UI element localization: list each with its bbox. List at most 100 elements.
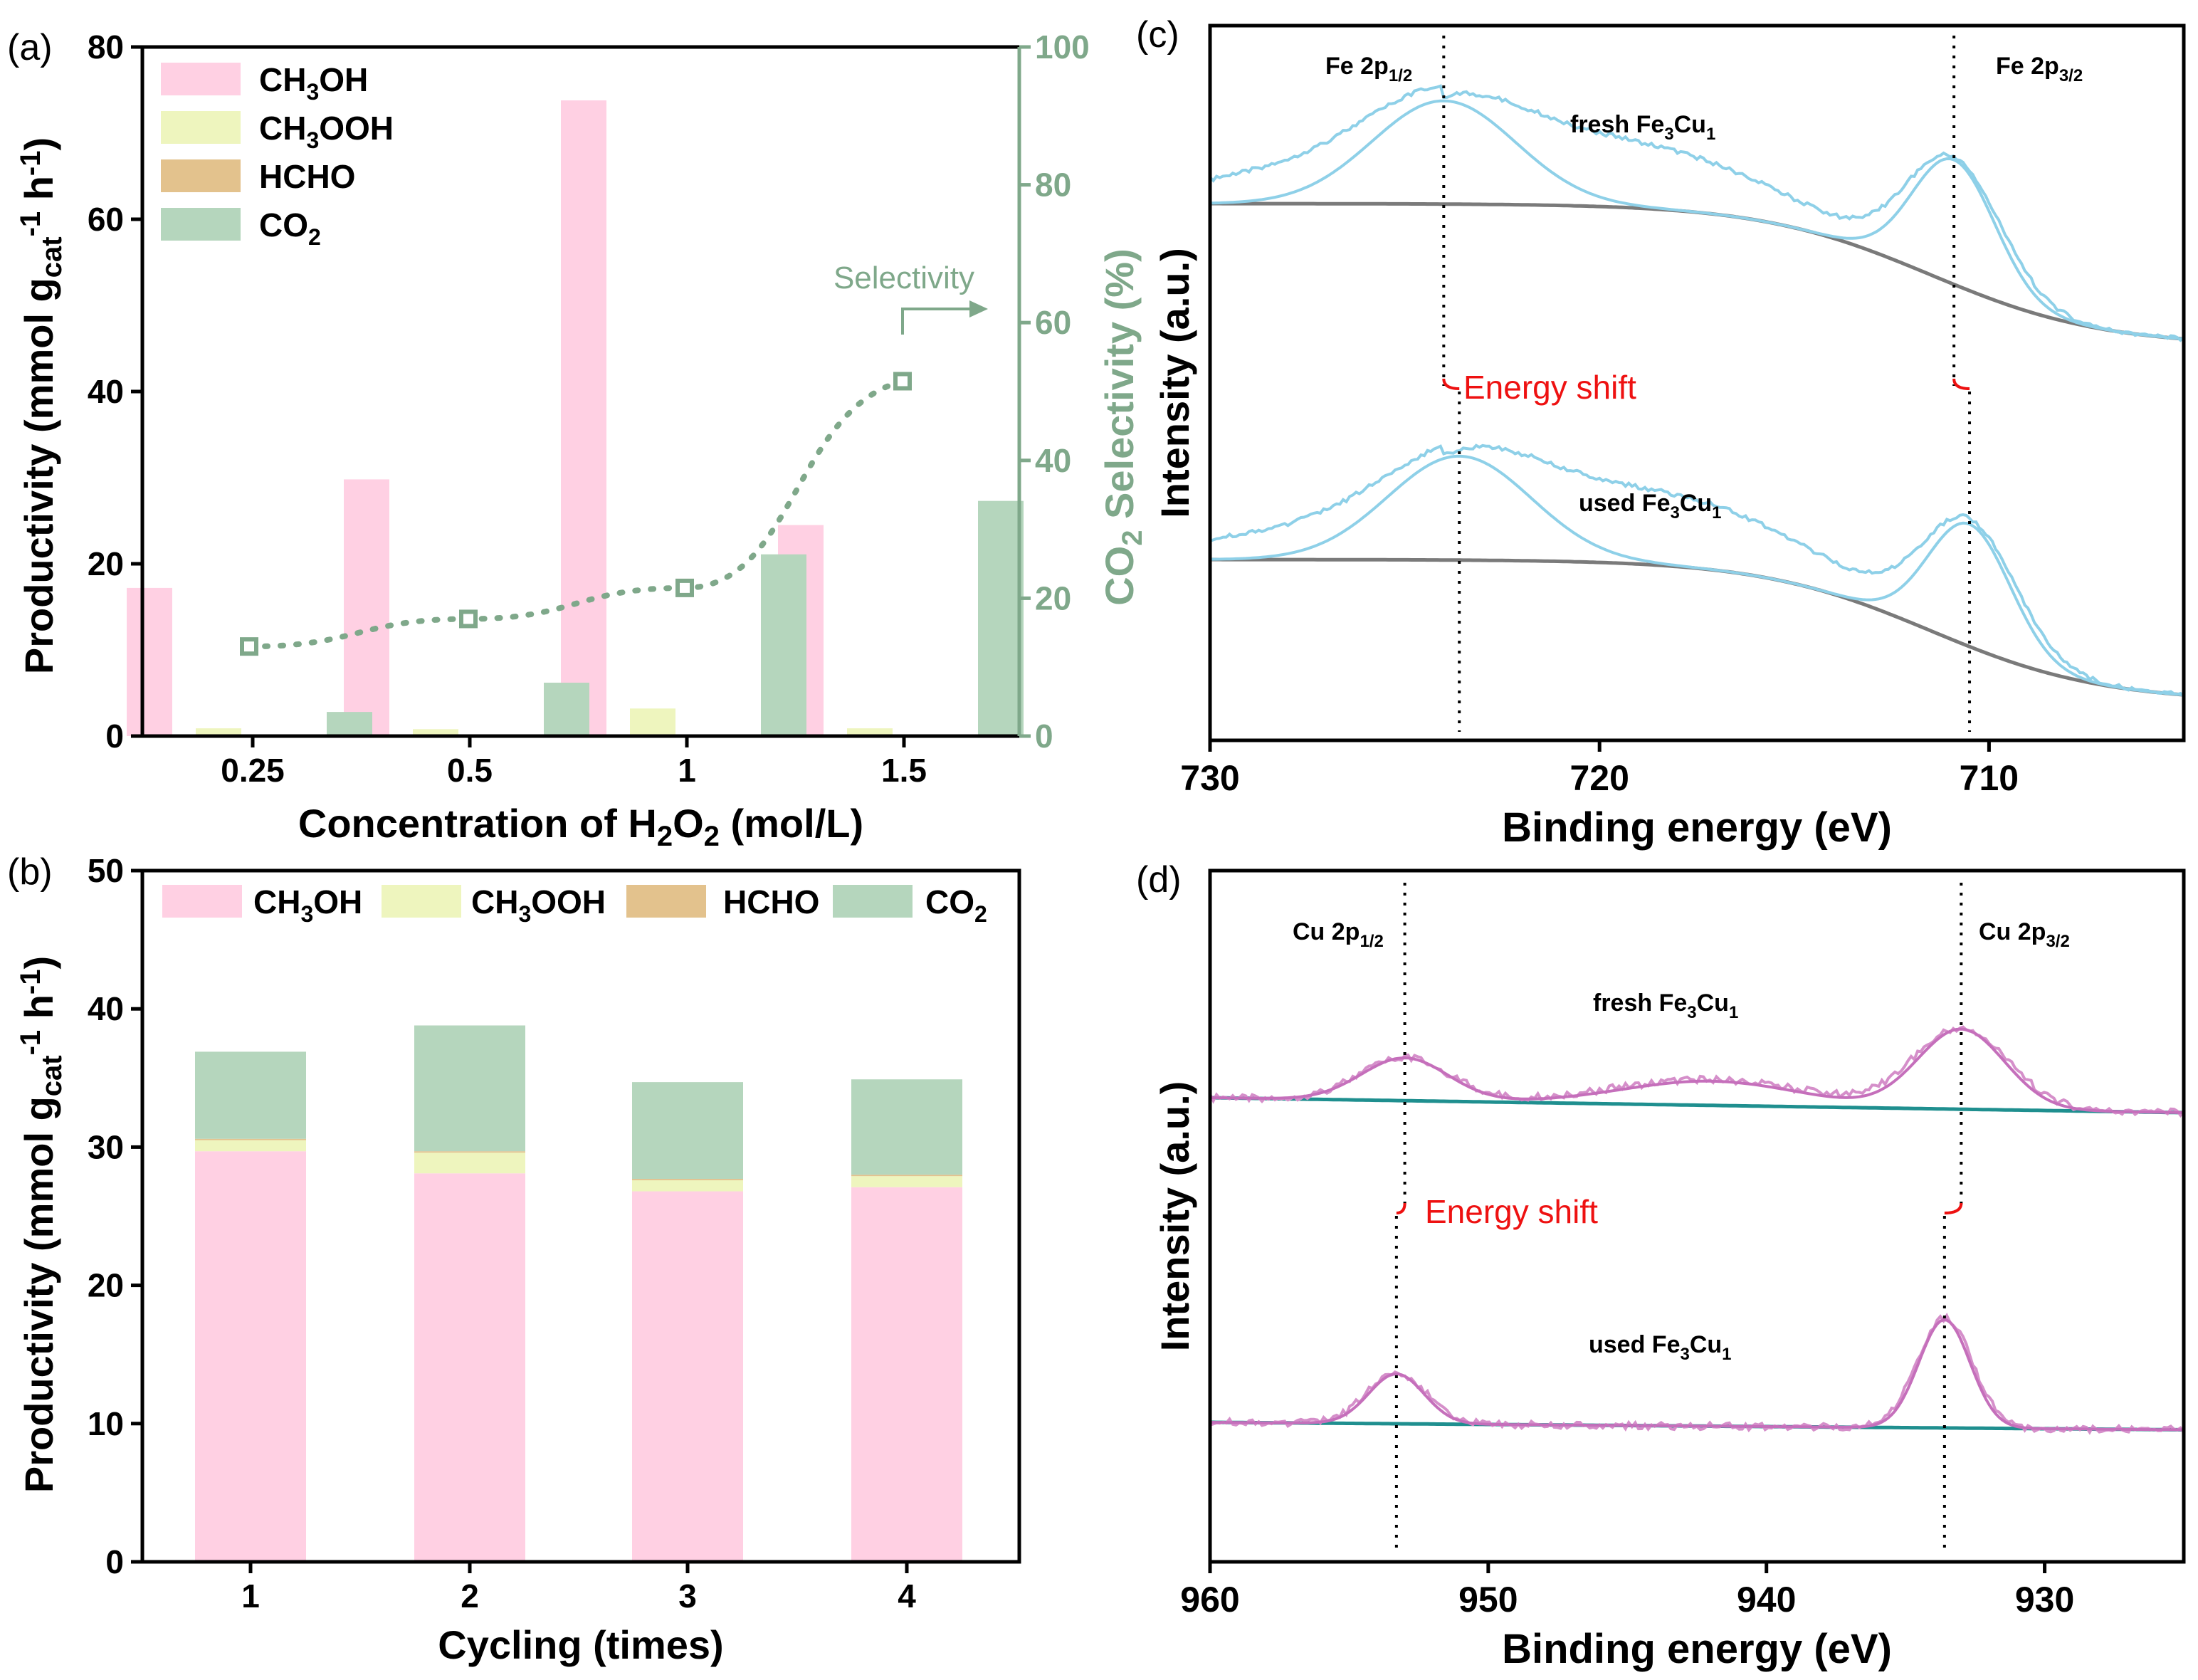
x-tick-label: 1	[678, 752, 696, 789]
legend-label-co2: CO2	[259, 206, 321, 250]
legend-swatch-hcho	[626, 885, 706, 918]
selectivity-arrowhead	[969, 300, 988, 317]
peak-label-0: Fe 2p1/2	[1325, 53, 1412, 85]
text-part: Fe 2p	[1325, 53, 1389, 80]
text-part: 1	[1722, 1345, 1731, 1364]
fit-spectrum-used	[1210, 1318, 2184, 1432]
bar-hcho-3	[851, 1175, 962, 1177]
x-tick-label: 3	[678, 1577, 697, 1615]
bar-ch3ooh-3	[851, 1176, 962, 1187]
fit-spectrum-fresh	[1209, 1027, 2184, 1114]
bar-co2-0	[327, 712, 372, 736]
legend-label-co2: CO2	[925, 883, 987, 927]
fit-spectrum-used	[1209, 454, 2184, 697]
legend-text: CH	[259, 110, 306, 147]
text-part: Selectivity (%)	[1097, 248, 1142, 530]
y2-tick-label: 60	[1035, 304, 1071, 341]
selectivity-label: Selectivity	[834, 261, 974, 295]
bar-hcho-2	[632, 1179, 743, 1181]
x-tick-label: 1	[241, 1577, 260, 1615]
legend-sub: 3	[518, 901, 531, 927]
selectivity-point-3	[893, 372, 912, 391]
y2-tick-label: 80	[1035, 167, 1071, 204]
legend-swatch-co2	[161, 208, 241, 241]
text-part: O	[673, 801, 704, 846]
text-part: 2	[657, 821, 673, 852]
text-part: Cu 2p	[1293, 918, 1360, 945]
x-axis-label: Binding energy (eV)	[1502, 804, 1892, 851]
legend-rest: OOH	[319, 110, 394, 147]
bar-co2-1	[414, 1025, 525, 1152]
bar-co2-3	[851, 1079, 962, 1175]
raw-spectrum-fresh	[1209, 1025, 2185, 1118]
x-tick-label: 940	[1737, 1580, 1796, 1619]
legend-sub: 3	[300, 901, 313, 927]
y-tick-label: 20	[88, 1267, 124, 1304]
text-part: Cu 2p	[1979, 918, 2046, 945]
panel-label: (d)	[1136, 859, 1182, 901]
selectivity-point-2	[675, 578, 694, 597]
y2-axis-label: CO2 Selectivity (%)	[1097, 248, 1148, 606]
peak-label-1: Cu 2p3/2	[1979, 918, 2070, 951]
y-axis-label: Intensity (a.u.)	[1152, 1081, 1197, 1352]
text-part: Cu	[1690, 1331, 1722, 1358]
bar-ch3ooh-3	[847, 728, 893, 736]
y-tick-label: 40	[88, 373, 124, 410]
text-part: 3	[1680, 1345, 1689, 1364]
bar-ch3ooh-0	[196, 728, 241, 736]
y-tick-label: 0	[105, 718, 124, 755]
selectivity-arrow	[901, 308, 975, 335]
y-tick-label: 30	[88, 1128, 124, 1165]
y-axis-label: Intensity (a.u.)	[1152, 248, 1197, 518]
text-part: h	[16, 994, 61, 1030]
text-part: Productivity (mmol g	[16, 278, 61, 674]
x-axis-label: Binding energy (eV)	[1502, 1626, 1892, 1672]
bar-ch3oh-1	[414, 1173, 525, 1562]
bar-ch3oh-2	[632, 1191, 743, 1562]
legend-swatch-ch3ooh	[382, 885, 461, 918]
plot-frame	[140, 868, 1021, 1564]
legend-text: HCHO	[259, 158, 355, 195]
text-part: 2	[704, 821, 720, 852]
text-part: Concentration of H	[298, 801, 657, 846]
spectrum-label-1: used Fe3Cu1	[1589, 1331, 1732, 1364]
legend-text: CH	[471, 883, 518, 920]
x-tick-label: 2	[461, 1577, 479, 1615]
y-axis-label: Productivity (mmol gcat-1 h-1)	[15, 137, 68, 674]
text-part: -1	[15, 150, 46, 176]
legend-label-hcho: HCHO	[723, 883, 819, 920]
legend-label-hcho: HCHO	[259, 158, 355, 195]
y-axis-label: Productivity (mmol gcat-1 h-1)	[15, 956, 68, 1493]
y2-tick-label: 20	[1035, 579, 1071, 616]
bar-ch3oh-0	[127, 587, 172, 736]
bar-ch3oh-0	[195, 1151, 306, 1562]
spectrum-label-0: fresh Fe3Cu1	[1593, 989, 1738, 1022]
text-part: (mol/L)	[720, 801, 863, 846]
bar-co2-2	[632, 1082, 743, 1180]
bar-ch3ooh-2	[630, 708, 675, 736]
legend-label-ch3ooh: CH3OOH	[471, 883, 606, 927]
baseline-fresh	[1209, 1096, 2184, 1115]
legend-label-ch3ooh: CH3OOH	[259, 110, 394, 153]
text-part: -1	[15, 1030, 46, 1056]
bar-ch3ooh-1	[413, 729, 458, 736]
y-tick-label: 40	[88, 990, 124, 1027]
panel-label-b: (b)	[7, 851, 53, 893]
y2-tick-label: 0	[1035, 718, 1053, 755]
text-part: fresh Fe	[1593, 989, 1687, 1017]
plot-frame	[1208, 23, 2186, 742]
bar-hcho-1	[414, 1151, 525, 1153]
legend-swatch-co2	[833, 885, 913, 918]
text-part: 3/2	[2059, 66, 2083, 85]
bar-co2-0	[195, 1051, 306, 1139]
text-part: h	[16, 176, 61, 211]
text-part: cat	[36, 236, 68, 278]
bar-ch3ooh-2	[632, 1180, 743, 1192]
x-tick-label: 930	[2015, 1580, 2074, 1619]
x-tick-label: 950	[1458, 1580, 1518, 1619]
text-part: 3	[1687, 1003, 1696, 1022]
energy-shift-mark-0	[1442, 378, 1460, 390]
text-part: used Fe	[1579, 490, 1670, 517]
